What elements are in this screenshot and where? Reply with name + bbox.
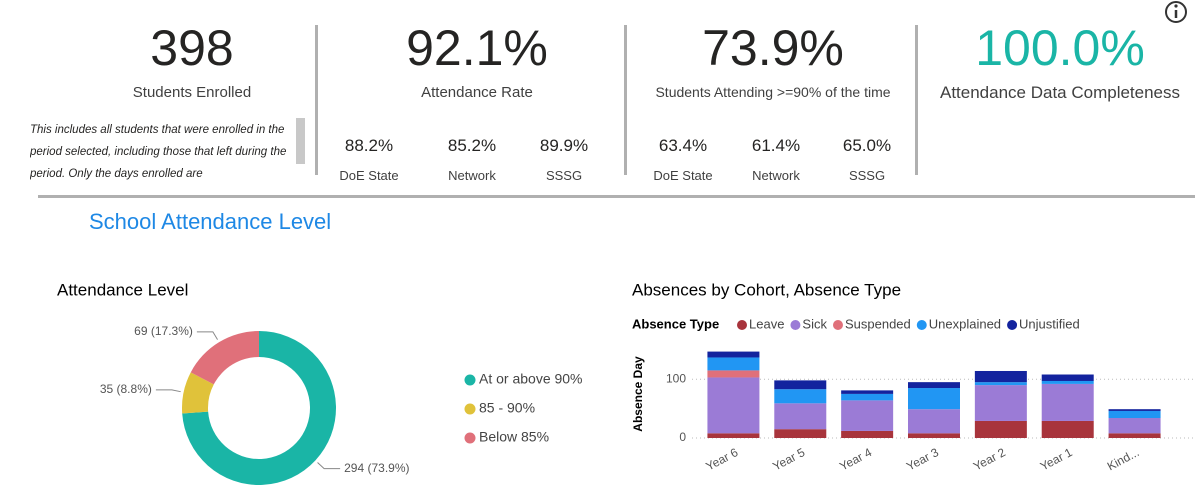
bar-segment (1108, 410, 1161, 419)
legend-label: At or above 90% (479, 371, 583, 387)
data-label: 69 (17.3%) (134, 324, 193, 338)
legend-label: Leave (749, 316, 784, 331)
y-axis-label: Absence Day (631, 356, 645, 432)
x-tick-label: Year 1 (1038, 445, 1075, 474)
bar-segment (1108, 409, 1161, 411)
chart-title: Absences by Cohort, Absence Type (632, 280, 901, 299)
compare-value: 85.2% (447, 136, 497, 155)
bar-segment (841, 393, 894, 401)
y-tick-label: 0 (679, 430, 686, 444)
x-tick-label: Year 2 (971, 445, 1008, 474)
kpi-value: 398 (150, 20, 234, 76)
bar-segment (908, 388, 960, 410)
bar-segment (707, 377, 760, 434)
legend-marker (464, 374, 476, 386)
legend-label: 85 - 90% (479, 400, 535, 416)
y-tick-label: 100 (666, 371, 686, 385)
bar-segment (1108, 433, 1161, 438)
bar-segment (841, 430, 894, 438)
legend-marker (464, 403, 476, 415)
separator (915, 25, 918, 175)
bar-segment (774, 389, 827, 404)
kpi-note: This includes all students that were enr… (30, 124, 287, 180)
legend-marker (832, 320, 843, 330)
bar-segment (1108, 418, 1161, 434)
bar-segment (1041, 420, 1094, 438)
compare-value: 61.4% (751, 136, 801, 155)
x-tick-label: Year 6 (703, 445, 740, 474)
compare-label: Network (448, 168, 496, 183)
bar-segment (707, 357, 760, 371)
bar-segment (908, 433, 960, 438)
bar-segment (908, 382, 960, 389)
bar-segment (774, 403, 827, 430)
leader-line (196, 331, 218, 340)
scrollbar[interactable] (296, 118, 305, 164)
legend-marker (464, 432, 476, 444)
compare-value: 89.9% (539, 136, 589, 155)
x-tick-label: Kind... (1105, 445, 1142, 473)
x-tick-label: Year 5 (770, 445, 807, 474)
legend-label: Suspended (845, 316, 911, 331)
kpi-label: Students Enrolled (132, 84, 252, 101)
compare-value: 63.4% (658, 136, 708, 155)
bar-segment (707, 351, 760, 358)
bar-segment (974, 382, 1027, 386)
compare-label: Network (752, 168, 800, 183)
section-title: School Attendance Level (89, 209, 332, 234)
kpi-value: 92.1% (406, 20, 548, 76)
compare-label: SSSG (848, 168, 886, 183)
donut-slice (182, 331, 337, 485)
chart-title: Attendance Level (57, 280, 188, 299)
separator (624, 25, 627, 175)
kpi-label: Students Attending >=90% of the time (655, 84, 891, 100)
bar-segment (1041, 383, 1094, 421)
compare-label: DoE State (653, 168, 713, 183)
bar-segment (707, 370, 760, 378)
bar-segment (974, 385, 1027, 421)
bar-segment (841, 400, 894, 431)
bar-segment (974, 420, 1027, 438)
leader-line (155, 389, 181, 393)
kpi-value: 100.0% (975, 20, 1145, 76)
legend-label: Below 85% (479, 429, 549, 445)
compare-value: 88.2% (344, 136, 394, 155)
donut-slice (190, 331, 259, 385)
info-icon[interactable] (1165, 1, 1187, 23)
legend-label: Unexplained (929, 316, 1001, 331)
legend-label: Sick (802, 316, 827, 331)
compare-label: DoE State (339, 168, 399, 183)
divider (38, 195, 1195, 198)
legend-label: Unjustified (1019, 316, 1080, 331)
bar-segment (774, 380, 827, 390)
compare-label: SSSG (545, 168, 583, 183)
data-label: 294 (73.9%) (344, 461, 409, 475)
bar-segment (707, 433, 760, 438)
legend-title: Absence Type (632, 316, 719, 331)
bar-segment (841, 390, 894, 394)
kpi-label: Attendance Rate (421, 84, 533, 101)
x-tick-label: Year 3 (904, 445, 941, 474)
legend-marker (737, 320, 747, 330)
bar-segment (974, 370, 1027, 383)
legend-marker (1007, 320, 1018, 330)
bar-segment (1041, 380, 1094, 384)
bar-segment (908, 409, 960, 434)
separator (315, 25, 318, 175)
kpi-value: 73.9% (702, 20, 844, 76)
leader-line (317, 462, 341, 470)
bar-segment (1041, 374, 1094, 381)
compare-value: 65.0% (842, 136, 892, 155)
x-tick-label: Year 4 (837, 445, 874, 474)
legend-marker (790, 320, 801, 330)
donut-slice (182, 372, 214, 414)
data-label: 35 (8.8%) (100, 382, 152, 396)
bar-segment (774, 429, 827, 438)
kpi-label: Attendance Data Completeness (939, 83, 1181, 102)
legend-marker (916, 320, 927, 330)
